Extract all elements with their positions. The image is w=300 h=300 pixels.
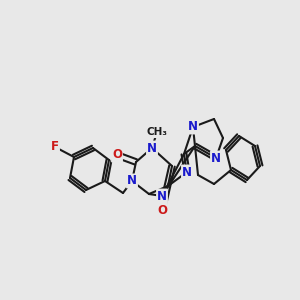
Text: N: N: [127, 175, 137, 188]
Text: CH₃: CH₃: [146, 127, 167, 137]
Text: N: N: [147, 142, 157, 154]
Text: N: N: [188, 121, 198, 134]
Text: N: N: [211, 152, 221, 164]
Text: F: F: [51, 140, 59, 154]
Text: O: O: [112, 148, 122, 161]
Text: N: N: [182, 166, 192, 178]
Text: O: O: [157, 203, 167, 217]
Text: N: N: [157, 190, 167, 202]
